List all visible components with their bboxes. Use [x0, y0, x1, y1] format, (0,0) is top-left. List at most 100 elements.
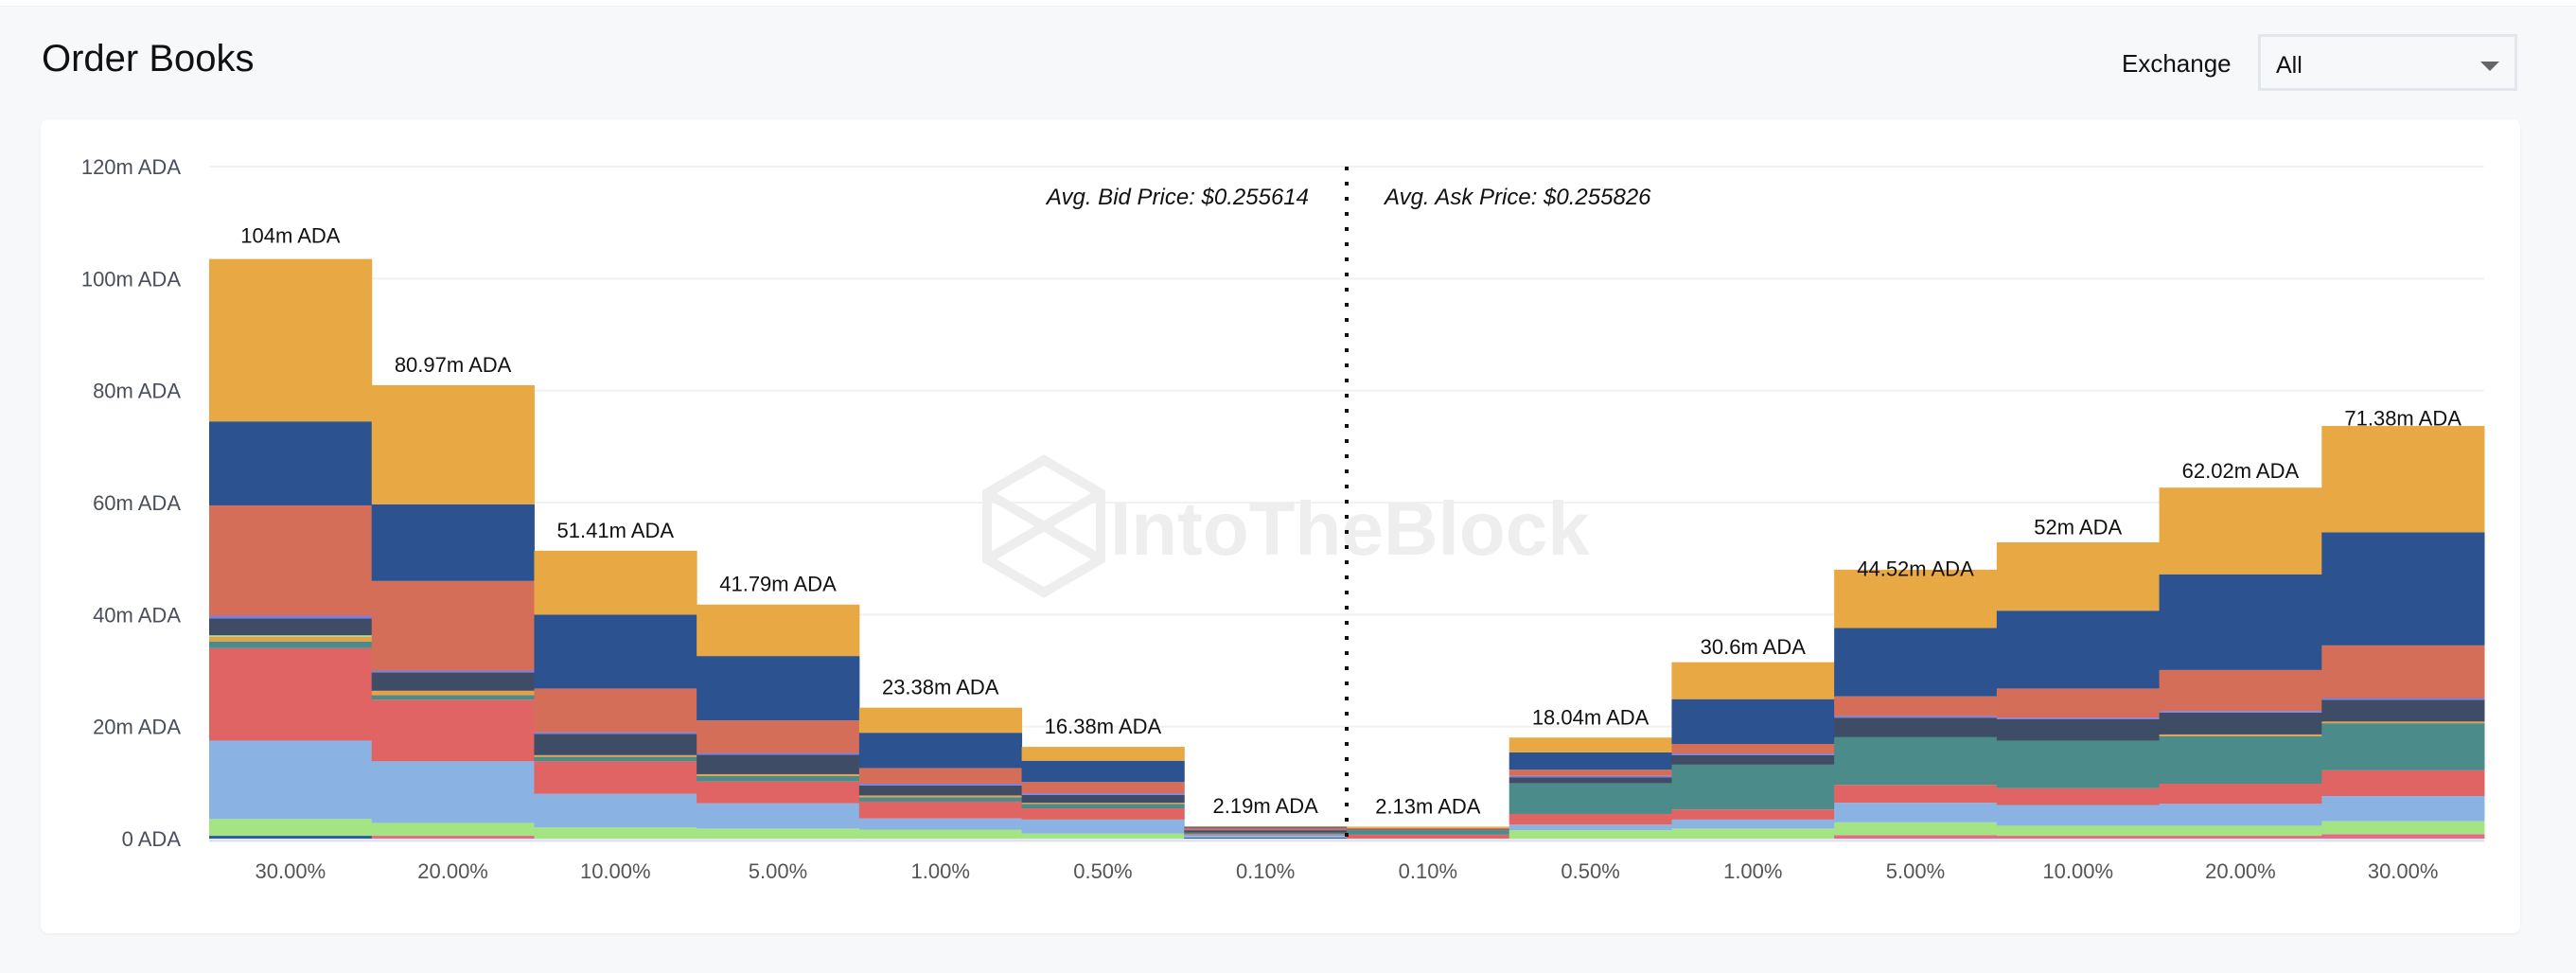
- x-tick-label: 10.00%: [2042, 859, 2113, 883]
- bar-segment-exchange-7: [2159, 734, 2322, 736]
- bar-segment-exchange-11: [858, 768, 1023, 785]
- bar-segment-exchange-2: [2159, 836, 2322, 839]
- bar-segment-exchange-11: [1996, 688, 2161, 718]
- order-book-chart: IntoTheBlock 0 ADA 20m ADA 40m ADA 60m ADA 8…: [81, 155, 2485, 883]
- bar-segment-exchange-5: [1671, 809, 1835, 820]
- bar-segment-exchange-11: [1509, 770, 1672, 776]
- bar-stack-ask-12: [2159, 487, 2322, 839]
- bar-segment-exchange-12: [1021, 760, 1185, 783]
- bar-segment-exchange-4: [1021, 819, 1185, 834]
- bar-segment-exchange-6: [2159, 735, 2322, 785]
- bar-segment-exchange-7: [371, 690, 535, 696]
- bar-segment-exchange-13: [1184, 826, 1348, 827]
- bar-segment-exchange-13: [371, 384, 535, 504]
- bar-segment-exchange-6: [1184, 832, 1348, 835]
- bar-segment-exchange-3: [697, 828, 860, 839]
- bar-segment-exchange-13: [1671, 662, 1835, 699]
- bar-segment-exchange-5: [1834, 785, 1998, 804]
- bar-segment-exchange-3: [1021, 833, 1185, 839]
- bar-segment-exchange-13: [858, 707, 1023, 734]
- bar-segment-exchange-1: [209, 836, 373, 839]
- bar-segment-exchange-4: [697, 803, 860, 829]
- bar-segment-exchange-11: [209, 504, 373, 616]
- bar-segment-exchange-10: [1021, 793, 1185, 795]
- bar-segment-exchange-5: [2321, 770, 2485, 797]
- x-tick-label: 5.00%: [749, 859, 807, 883]
- bar-segment-exchange-3: [858, 829, 1023, 839]
- bar-segment-exchange-4: [1834, 803, 1998, 823]
- bar-segment-exchange-12: [697, 656, 860, 721]
- bar-segment-exchange-4: [534, 793, 697, 828]
- bar-segment-exchange-12: [1184, 826, 1348, 828]
- bar-segment-exchange-2: [1834, 835, 1998, 839]
- bar-segment-exchange-11: [1347, 827, 1510, 830]
- bar-total-label: 30.6m ADA: [1701, 635, 1807, 659]
- bar-stack-bid-6: [1184, 826, 1348, 839]
- bar-segment-exchange-10: [1509, 775, 1672, 778]
- bar-segment-exchange-11: [371, 580, 535, 671]
- bar-segment-exchange-6: [534, 756, 697, 762]
- y-tick-label: 20m ADA: [93, 716, 181, 739]
- bar-segment-exchange-10: [371, 670, 535, 673]
- bar-stack-ask-10: [1834, 569, 1998, 839]
- bar-segment-exchange-5: [697, 781, 860, 804]
- bar-segment-exchange-9: [1347, 829, 1510, 831]
- bar-segment-exchange-5: [1509, 813, 1672, 825]
- bar-segment-exchange-10: [858, 784, 1023, 786]
- bar-stack-bid-0: [209, 258, 373, 839]
- bar-segment-exchange-11: [2159, 669, 2322, 712]
- bar-stack-bid-5: [1021, 747, 1185, 839]
- x-tick-label: 1.00%: [1723, 859, 1782, 883]
- bar-segment-exchange-12: [209, 421, 373, 505]
- bar-segment-exchange-12: [858, 733, 1023, 769]
- bar-segment-exchange-3: [1509, 830, 1672, 839]
- bar-segment-exchange-10: [1996, 717, 2161, 719]
- bar-segment-exchange-3: [2159, 825, 2322, 837]
- bar-segment-exchange-2: [1996, 836, 2161, 839]
- bar-segment-exchange-3: [371, 823, 535, 837]
- exchange-label: Exchange: [2122, 49, 2232, 78]
- bar-segment-exchange-3: [2321, 821, 2485, 835]
- bar-segment-exchange-9: [1509, 777, 1672, 784]
- bar-segment-exchange-10: [697, 752, 860, 755]
- bar-segment-exchange-10: [1671, 753, 1835, 755]
- bar-segment-exchange-12: [1671, 699, 1835, 745]
- bar-segment-exchange-1: [1184, 837, 1348, 839]
- bar-segment-exchange-5: [2159, 784, 2322, 805]
- bar-segment-exchange-4: [1996, 805, 2161, 826]
- bar-total-label: 2.13m ADA: [1375, 794, 1481, 818]
- bar-segment-exchange-11: [1834, 696, 1998, 716]
- bar-segment-exchange-10: [209, 615, 373, 619]
- bar-segment-exchange-4: [1509, 824, 1672, 831]
- bar-segment-exchange-9: [2159, 712, 2322, 734]
- bar-segment-exchange-9: [1671, 754, 1835, 765]
- bar-segment-exchange-13: [1347, 826, 1510, 828]
- y-tick-label: 0 ADA: [122, 827, 182, 851]
- bar-segment-exchange-2: [2321, 834, 2485, 839]
- bar-total-label: 18.04m ADA: [1532, 705, 1650, 729]
- bar-stack-bid-4: [858, 707, 1023, 839]
- bar-stack-bid-3: [697, 604, 860, 839]
- bar-segment-exchange-6: [1671, 764, 1835, 810]
- y-tick-label: 120m ADA: [81, 155, 181, 179]
- bar-segment-exchange-13: [1996, 542, 2161, 611]
- bar-segment-exchange-5: [1347, 834, 1510, 839]
- bar-segment-exchange-10: [534, 732, 697, 734]
- bar-segment-exchange-6: [697, 775, 860, 782]
- exchange-select[interactable]: All: [2258, 34, 2517, 91]
- bar-segment-exchange-6: [1347, 830, 1510, 835]
- bar-segment-exchange-3: [1834, 822, 1998, 836]
- watermark-text: IntoTheBlock: [1110, 486, 1590, 571]
- bar-segment-exchange-13: [2159, 487, 2322, 575]
- bar-segment-exchange-11: [1184, 827, 1348, 831]
- y-tick-label: 100m ADA: [81, 267, 181, 291]
- bar-stack-bid-1: [371, 384, 535, 839]
- bar-segment-exchange-4: [371, 761, 535, 823]
- bar-segment-exchange-12: [2321, 532, 2485, 646]
- top-bar: [0, 0, 2576, 7]
- chart-card: IntoTheBlock 0 ADA 20m ADA 40m ADA 60m ADA 8…: [41, 119, 2520, 933]
- bar-stack-ask-13: [2321, 426, 2485, 839]
- bar-total-label: 23.38m ADA: [882, 676, 999, 699]
- bar-segment-exchange-5: [1184, 834, 1348, 836]
- bar-segment-exchange-4: [858, 818, 1023, 830]
